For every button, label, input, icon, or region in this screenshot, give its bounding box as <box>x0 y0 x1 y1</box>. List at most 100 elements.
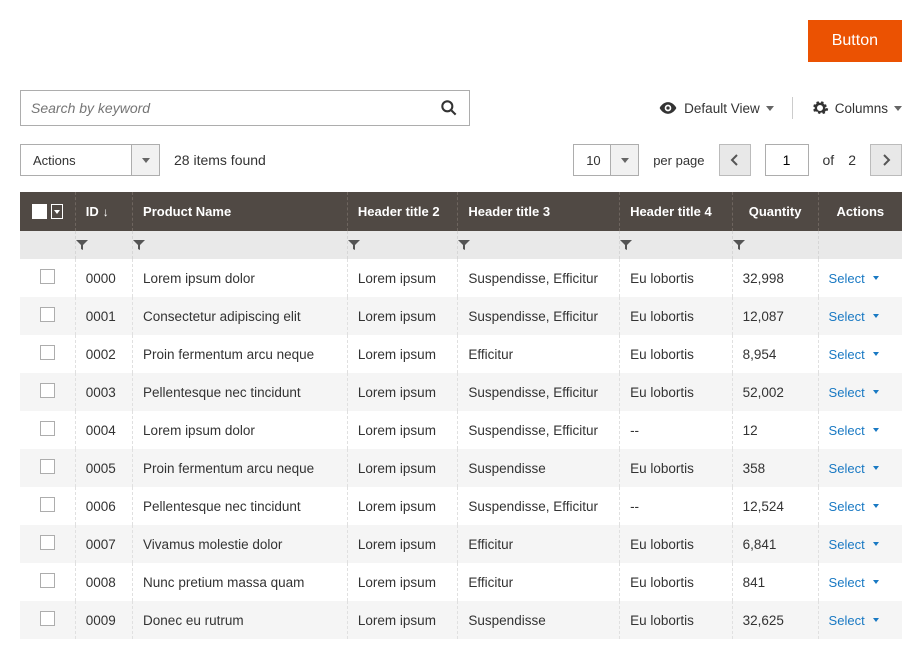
table-row: 0002Proin fermentum arcu nequeLorem ipsu… <box>20 335 902 373</box>
cell-h4: Eu lobortis <box>620 601 733 639</box>
cell-name: Donec eu rutrum <box>133 601 348 639</box>
cell-h4: -- <box>620 411 733 449</box>
filter-h2[interactable] <box>347 231 458 259</box>
columns-control[interactable]: Columns <box>811 99 902 117</box>
cell-h3: Efficitur <box>458 335 620 373</box>
chevron-down-icon <box>873 580 879 584</box>
cell-action: Select <box>818 411 902 449</box>
cell-qty: 6,841 <box>732 525 818 563</box>
row-checkbox[interactable] <box>20 297 75 335</box>
table-row: 0006Pellentesque nec tinciduntLorem ipsu… <box>20 487 902 525</box>
cell-name: Proin fermentum arcu neque <box>133 449 348 487</box>
cell-action: Select <box>818 449 902 487</box>
header-h3[interactable]: Header title 3 <box>458 192 620 231</box>
row-checkbox[interactable] <box>20 335 75 373</box>
next-page-button[interactable] <box>870 144 902 176</box>
cell-h3: Efficitur <box>458 563 620 601</box>
cell-h4: Eu lobortis <box>620 259 733 297</box>
header-h4[interactable]: Header title 4 <box>620 192 733 231</box>
pagesize-dropdown[interactable]: 10 <box>573 144 639 176</box>
header-qty[interactable]: Quantity <box>732 192 818 231</box>
view-label: Default View <box>684 101 760 116</box>
row-checkbox[interactable] <box>20 487 75 525</box>
actions-toggle[interactable] <box>131 145 159 175</box>
gear-icon <box>811 99 829 117</box>
cell-h4: Eu lobortis <box>620 525 733 563</box>
filter-h4[interactable] <box>620 231 733 259</box>
cell-id: 0007 <box>75 525 132 563</box>
chevron-down-icon <box>873 276 879 280</box>
select-action[interactable]: Select <box>829 461 892 476</box>
search-input[interactable] <box>31 100 439 116</box>
actions-dropdown[interactable]: Actions <box>20 144 160 176</box>
select-action[interactable]: Select <box>829 271 892 286</box>
primary-button[interactable]: Button <box>808 20 902 62</box>
filter-qty[interactable] <box>732 231 818 259</box>
cell-h3: Suspendisse, Efficitur <box>458 297 620 335</box>
select-action[interactable]: Select <box>829 575 892 590</box>
chevron-down-icon <box>873 504 879 508</box>
cell-qty: 12,087 <box>732 297 818 335</box>
row-checkbox[interactable] <box>20 373 75 411</box>
select-action[interactable]: Select <box>829 537 892 552</box>
filter-cell <box>20 231 75 259</box>
filter-id[interactable] <box>75 231 132 259</box>
cell-qty: 32,998 <box>732 259 818 297</box>
total-pages: 2 <box>848 152 856 168</box>
header-checkbox[interactable] <box>20 192 75 231</box>
row-checkbox[interactable] <box>20 411 75 449</box>
pagesize-toggle[interactable] <box>610 145 638 175</box>
header-h2[interactable]: Header title 2 <box>347 192 458 231</box>
items-found: 28 items found <box>174 152 266 168</box>
cell-h4: Eu lobortis <box>620 373 733 411</box>
chevron-down-icon <box>873 390 879 394</box>
search-icon[interactable] <box>439 98 459 118</box>
filter-name[interactable] <box>133 231 348 259</box>
cell-action: Select <box>818 601 902 639</box>
search-box[interactable] <box>20 90 470 126</box>
cell-id: 0001 <box>75 297 132 335</box>
select-action[interactable]: Select <box>829 423 892 438</box>
select-action[interactable]: Select <box>829 499 892 514</box>
cell-h2: Lorem ipsum <box>347 259 458 297</box>
select-action[interactable]: Select <box>829 613 892 628</box>
select-action[interactable]: Select <box>829 385 892 400</box>
page-input[interactable] <box>765 144 809 176</box>
cell-h4: Eu lobortis <box>620 335 733 373</box>
header-name[interactable]: Product Name <box>133 192 348 231</box>
chevron-down-icon <box>766 106 774 111</box>
select-action[interactable]: Select <box>829 347 892 362</box>
cell-h3: Suspendisse, Efficitur <box>458 411 620 449</box>
sort-desc-icon: ↓ <box>103 205 109 219</box>
view-switcher[interactable]: Default View <box>658 98 774 118</box>
cell-action: Select <box>818 335 902 373</box>
header-id[interactable]: ID↓ <box>75 192 132 231</box>
eye-icon <box>658 98 678 118</box>
chevron-down-icon <box>873 618 879 622</box>
cell-name: Lorem ipsum dolor <box>133 259 348 297</box>
cell-action: Select <box>818 563 902 601</box>
chevron-down-icon <box>894 106 902 111</box>
cell-id: 0002 <box>75 335 132 373</box>
prev-page-button[interactable] <box>719 144 751 176</box>
row-checkbox[interactable] <box>20 563 75 601</box>
chevron-down-icon <box>873 352 879 356</box>
cell-name: Lorem ipsum dolor <box>133 411 348 449</box>
cell-qty: 32,625 <box>732 601 818 639</box>
cell-action: Select <box>818 297 902 335</box>
row-checkbox[interactable] <box>20 601 75 639</box>
select-action[interactable]: Select <box>829 309 892 324</box>
cell-h2: Lorem ipsum <box>347 373 458 411</box>
cell-h2: Lorem ipsum <box>347 601 458 639</box>
row-checkbox[interactable] <box>20 449 75 487</box>
row-checkbox[interactable] <box>20 259 75 297</box>
cell-h4: -- <box>620 487 733 525</box>
cell-id: 0004 <box>75 411 132 449</box>
table-row: 0004Lorem ipsum dolorLorem ipsumSuspendi… <box>20 411 902 449</box>
cell-qty: 358 <box>732 449 818 487</box>
chevron-down-icon <box>873 466 879 470</box>
cell-name: Pellentesque nec tincidunt <box>133 373 348 411</box>
row-checkbox[interactable] <box>20 525 75 563</box>
filter-h3[interactable] <box>458 231 620 259</box>
columns-label: Columns <box>835 101 888 116</box>
